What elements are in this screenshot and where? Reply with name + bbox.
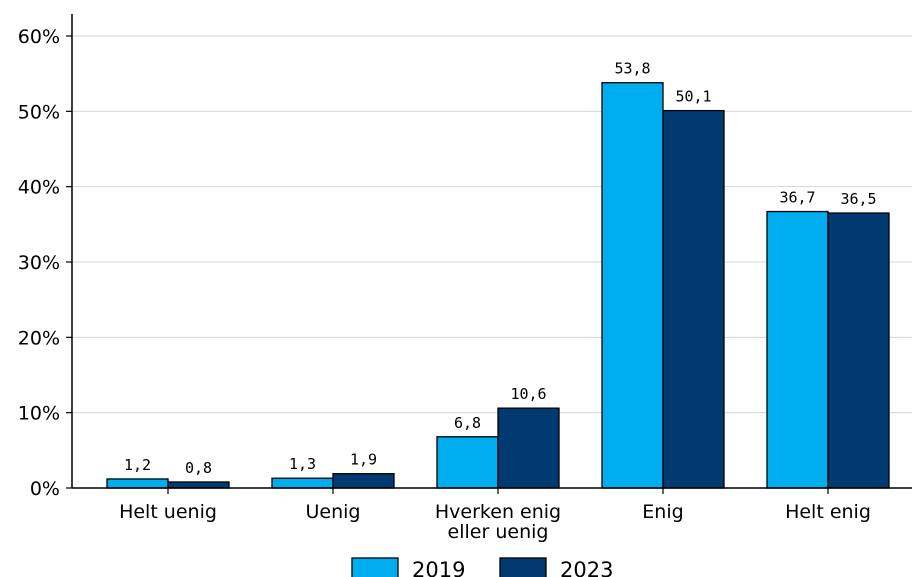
data-label: 1,3: [289, 455, 316, 473]
x-category-label: eller uenig: [448, 521, 549, 543]
y-axis-ticks: 0% 10% 20% 30% 40% 50% 60%: [18, 26, 72, 500]
data-label: 50,1: [675, 88, 711, 106]
bars: [106, 82, 890, 489]
bar-2023-3: [662, 109, 725, 489]
x-category-label: Uenig: [306, 501, 361, 523]
legend-swatch-2019: [351, 557, 399, 577]
data-label: 1,2: [124, 456, 151, 474]
y-tick-label: 60%: [18, 26, 60, 48]
data-label: 1,9: [350, 451, 377, 469]
legend-label-2023: 2023: [560, 558, 613, 577]
bar-2023-1: [332, 473, 395, 489]
legend-swatch-2023: [499, 557, 547, 577]
y-tick-label: 40%: [18, 177, 60, 199]
y-tick-label: 0%: [30, 478, 60, 500]
bar-2023-0: [167, 481, 230, 489]
y-tick-label: 50%: [18, 101, 60, 123]
y-tick-label: 30%: [18, 252, 60, 274]
bar-2019-4: [766, 210, 829, 489]
legend-label-2019: 2019: [412, 558, 465, 577]
data-label: 36,5: [840, 190, 876, 208]
data-label: 10,6: [510, 385, 546, 403]
legend: 2019 2023: [351, 557, 613, 577]
data-label: 36,7: [779, 189, 815, 207]
x-category-label: Hverken enig: [435, 501, 561, 523]
x-category-label: Helt enig: [785, 501, 871, 523]
data-label: 6,8: [454, 414, 481, 432]
x-category-label: Helt uenig: [119, 501, 217, 523]
y-tick-label: 10%: [18, 403, 60, 425]
bar-2019-3: [601, 82, 664, 489]
bar-2019-1: [271, 477, 334, 489]
data-label: 53,8: [614, 60, 650, 78]
x-category-label: Enig: [642, 501, 683, 523]
data-labels: 1,2 0,8 1,3 1,9 6,8 10,6 53,8 50,1 36,7 36,5: [124, 60, 877, 477]
bar-2023-2: [497, 407, 560, 489]
data-label: 0,8: [185, 459, 212, 477]
bar-2019-2: [436, 436, 499, 489]
bar-2023-4: [827, 212, 890, 489]
y-tick-label: 20%: [18, 327, 60, 349]
bar-2019-0: [106, 478, 169, 489]
